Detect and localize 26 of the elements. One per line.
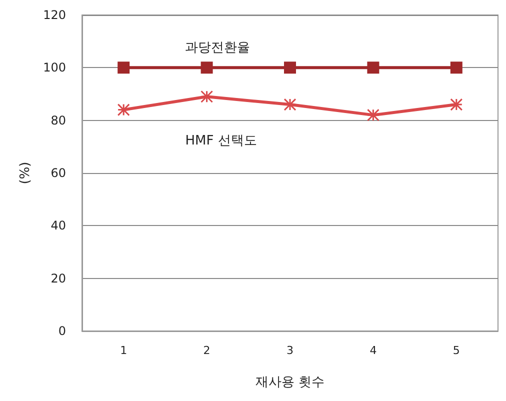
point	[367, 62, 380, 74]
x-tick-label: 3	[286, 344, 294, 357]
y-tick-label: 0	[58, 324, 66, 338]
series-label: 과당전환율	[185, 40, 250, 56]
y-tick-label: 40	[50, 218, 66, 233]
point	[450, 98, 463, 111]
y-tick-label: 100	[43, 60, 66, 75]
y-tick-label: 60	[50, 166, 66, 180]
x-tick-label: 1	[120, 344, 128, 357]
point	[200, 62, 213, 74]
point	[450, 62, 462, 74]
text: HMF 선택도	[185, 134, 257, 149]
x-axis-title: 재사용 횟수	[255, 375, 325, 390]
point	[366, 108, 380, 122]
x-tick-label: 5	[452, 344, 460, 357]
point	[200, 90, 214, 103]
x-tick-label: 2	[203, 344, 210, 357]
y-tick-label: 20	[50, 271, 66, 286]
point	[284, 62, 296, 74]
y-axis-title: (%)	[18, 162, 33, 184]
point	[118, 62, 130, 74]
point	[117, 104, 130, 116]
y-tick-label: 80	[50, 113, 66, 128]
x-tick-label: 4	[370, 344, 377, 357]
point	[284, 98, 296, 111]
y-tick-label: 120	[43, 8, 66, 22]
